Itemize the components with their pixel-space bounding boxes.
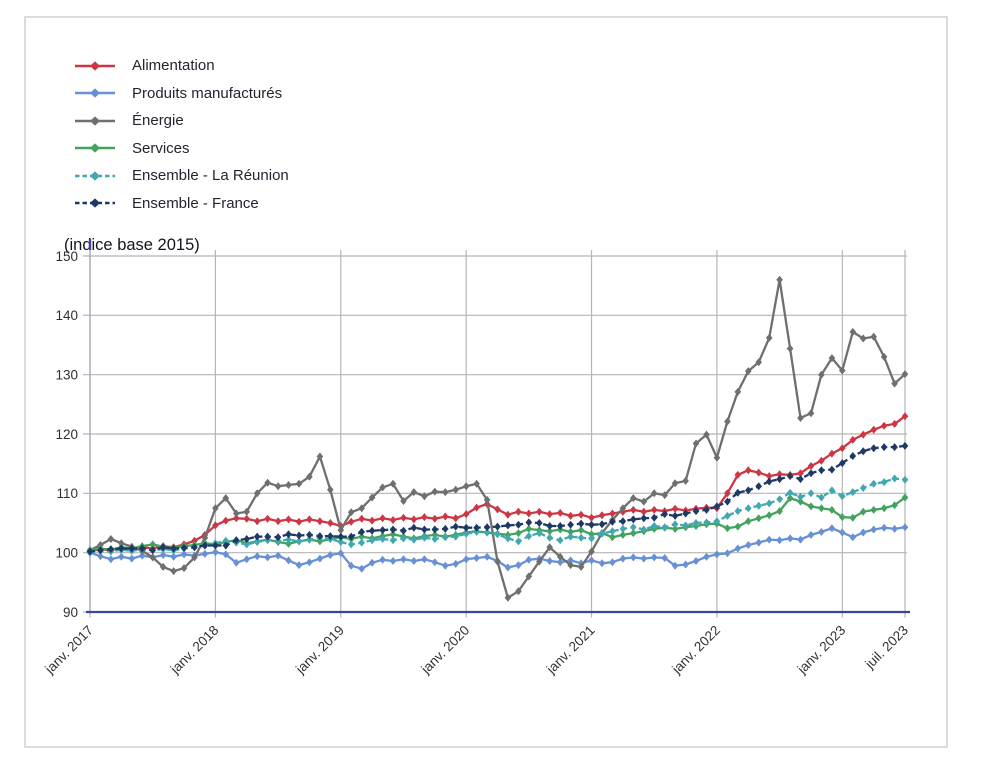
y-tick-label: 140	[55, 308, 78, 323]
legend-item-1: Produits manufacturés	[74, 80, 289, 108]
legend-label: Ensemble - La Réunion	[132, 167, 289, 185]
legend-label: Énergie	[132, 112, 184, 130]
y-tick-label: 110	[56, 486, 78, 501]
x-tick-label: janv. 2021	[543, 623, 598, 678]
axis-title: (indice base 2015)	[64, 236, 200, 254]
x-tick-label: janv. 2019	[292, 623, 347, 678]
y-tick-label: 90	[63, 605, 78, 620]
x-tick-label: janv. 2022	[668, 623, 723, 678]
legend-item-2: Énergie	[74, 107, 289, 135]
legend-label: Services	[132, 139, 190, 157]
x-tick-label: janv. 2020	[418, 623, 473, 678]
legend-item-3: Services	[74, 135, 289, 163]
y-tick-label: 100	[55, 545, 78, 560]
x-tick-label: janv. 2018	[167, 623, 222, 678]
y-tick-label: 150	[55, 249, 78, 264]
x-tick-label: janv. 2017	[41, 623, 96, 678]
legend-item-0: Alimentation	[74, 52, 289, 80]
diamond-marker-icon	[90, 171, 100, 181]
legend-line-icon	[75, 61, 115, 71]
legend: Alimentation Produits manufacturés Énergie…	[74, 52, 289, 217]
series-line-2	[89, 278, 906, 599]
legend-label: Ensemble - France	[132, 194, 259, 212]
legend-label: Produits manufacturés	[132, 84, 283, 102]
legend-line-icon	[75, 198, 115, 208]
legend-line-icon	[75, 88, 115, 98]
y-tick-label: 120	[55, 427, 78, 442]
diamond-marker-icon	[90, 143, 100, 153]
legend-item-5: Ensemble - France	[74, 190, 289, 218]
x-tick-label: janv. 2023	[794, 623, 849, 678]
diamond-marker-icon	[90, 198, 100, 208]
y-tick-label: 130	[55, 367, 78, 382]
legend-line-icon	[75, 143, 115, 153]
legend-line-icon	[75, 171, 115, 181]
legend-line-icon	[75, 116, 115, 126]
x-tick-label: juil. 2023	[862, 623, 912, 673]
legend-item-4: Ensemble - La Réunion	[74, 162, 289, 190]
legend-label: Alimentation	[132, 57, 215, 75]
